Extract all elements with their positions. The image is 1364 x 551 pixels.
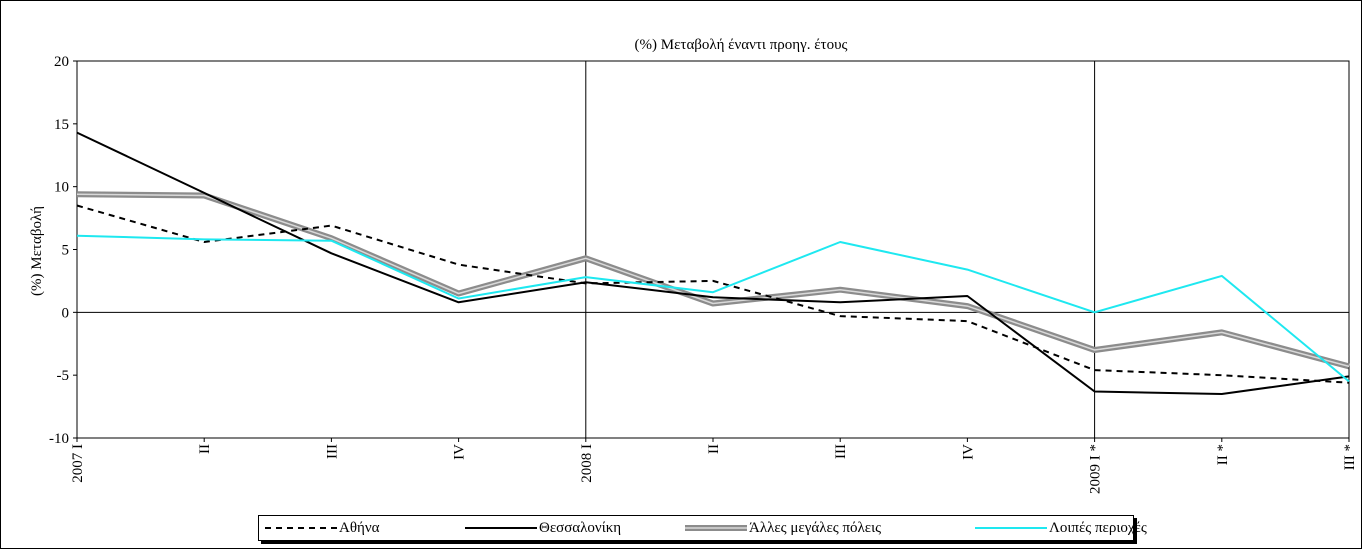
- y-tick-label: 20: [54, 54, 69, 70]
- plot-border: [76, 60, 1350, 439]
- legend-swatch: [975, 527, 1047, 529]
- series-line: [76, 204, 1350, 384]
- series-line: [76, 131, 1350, 395]
- series-line: [76, 234, 1350, 383]
- x-tick-label: IV: [960, 444, 976, 460]
- x-tick-label: II: [197, 444, 213, 454]
- x-tick-label: 2007 I: [70, 444, 86, 483]
- y-tick-label: -10: [49, 431, 69, 447]
- legend-label: Αθήνα: [339, 519, 380, 536]
- chart-title: (%) Μεταβολή έναντι προηγ. έτους: [635, 37, 848, 53]
- x-tick-label: III *: [1342, 444, 1358, 470]
- x-tick-label: IV: [452, 444, 468, 460]
- y-tick-label: -5: [57, 368, 70, 384]
- legend-label: Θεσσαλονίκη: [539, 519, 622, 536]
- y-tick-label: 15: [54, 117, 69, 133]
- x-tick-label: II *: [1215, 444, 1231, 465]
- y-tick-label: 0: [62, 305, 70, 321]
- x-tick-label: II: [706, 444, 722, 454]
- legend: Αθήνα Θεσσαλονίκη Άλλες μεγάλες πόλεις Λοιπ…: [258, 515, 1147, 541]
- legend-label: Άλλες μεγάλες πόλεις: [749, 519, 882, 536]
- legend-swatch: [465, 527, 537, 529]
- legend-label: Λοιπές περιοχές: [1049, 519, 1147, 536]
- y-tick-label: 10: [54, 180, 69, 196]
- x-tick-label: 2009 I *: [1088, 444, 1104, 494]
- y-axis-label: (%) Μεταβολή: [29, 206, 45, 296]
- series-line: [76, 193, 1350, 368]
- y-tick-label: 5: [62, 243, 70, 259]
- legend-item: Αθήνα: [259, 516, 459, 540]
- legend-swatch: [685, 525, 747, 531]
- legend-item: Λοιπές περιοχές: [969, 516, 1189, 540]
- x-tick-label: III: [324, 444, 340, 459]
- x-tick-label: III: [833, 444, 849, 459]
- legend-item: Θεσσαλονίκη: [459, 516, 679, 540]
- legend-item: Άλλες μεγάλες πόλεις: [679, 516, 969, 540]
- x-tick-label: 2008 I: [579, 444, 595, 483]
- legend-swatch: [265, 527, 337, 529]
